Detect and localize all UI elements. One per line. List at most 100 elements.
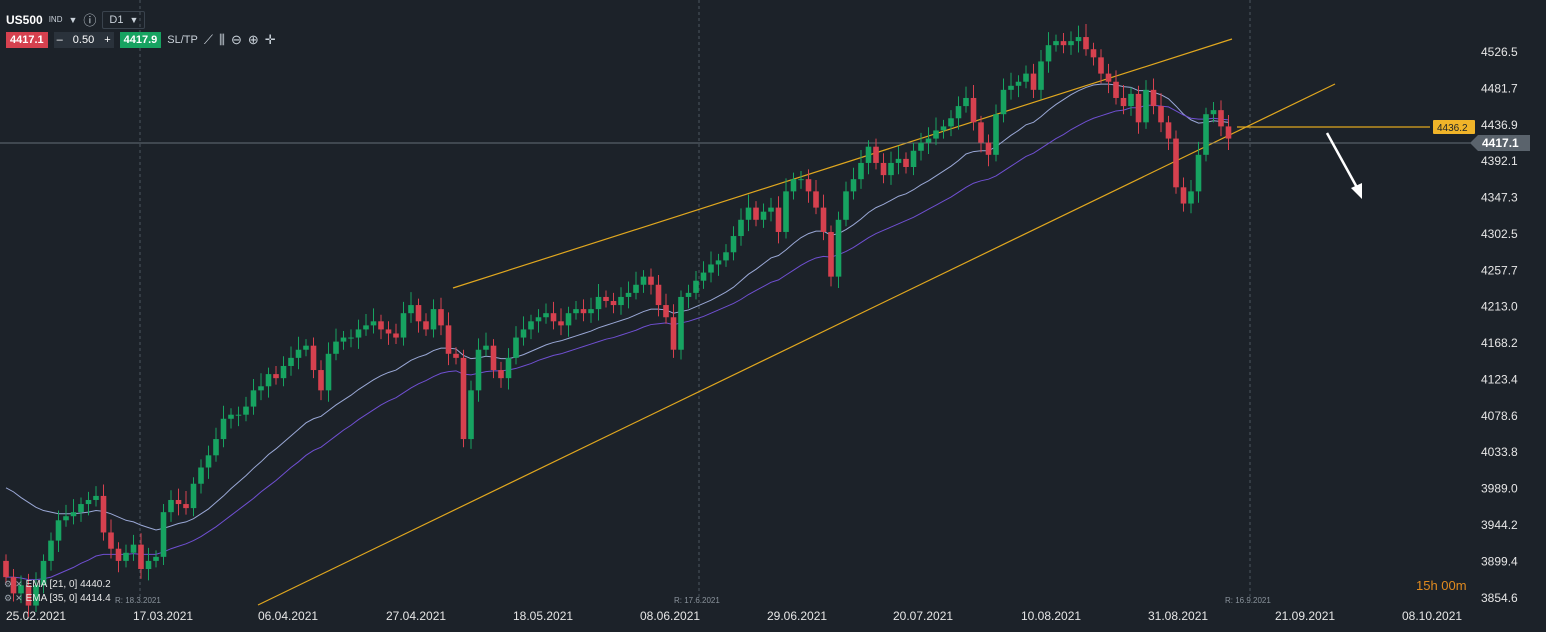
volume-increase-button[interactable]: + xyxy=(104,34,111,46)
candle-body xyxy=(408,305,414,314)
lower-trendline xyxy=(257,83,1336,606)
upper-trendline xyxy=(452,38,1233,289)
y-tick-label: 4168.2 xyxy=(1481,336,1518,350)
candle-body xyxy=(1105,73,1112,82)
current-price-tag-label: 4417.1 xyxy=(1482,136,1519,150)
indicator-legend-ema35[interactable]: ⚙ ✕ EMA [35, 0] 4414.4 xyxy=(4,593,111,604)
sltp-button[interactable]: SL/TP xyxy=(167,34,198,46)
info-icon[interactable]: ⓘ xyxy=(83,13,97,28)
candle-body xyxy=(760,211,767,220)
candle-body xyxy=(505,357,512,379)
candle-body xyxy=(160,512,167,557)
candle-body xyxy=(790,179,797,192)
candle-body xyxy=(1195,154,1202,192)
candle-body xyxy=(475,349,482,391)
candle-body xyxy=(670,317,677,350)
candle-body xyxy=(423,321,429,330)
candle-body xyxy=(438,309,444,326)
ema-21-line xyxy=(5,83,1229,531)
volume-stepper[interactable]: – 0.50 + xyxy=(53,32,114,48)
sell-price-button[interactable]: 4417.1 xyxy=(6,32,48,48)
trade-toolbar: 4417.1 – 0.50 + 4417.9 SL/TP ⟋ ⫼ ⊖ ⊕ ✛ xyxy=(6,32,276,48)
candle-body xyxy=(310,345,317,371)
candle-body xyxy=(843,191,849,220)
candle-body xyxy=(108,532,114,549)
candle-body xyxy=(378,321,384,330)
candle-body xyxy=(595,296,602,310)
candle-body xyxy=(168,499,174,513)
candle-body xyxy=(933,130,939,139)
candle-body xyxy=(955,106,962,119)
candle-body xyxy=(1083,37,1089,50)
level-price-tag-label: 4436.2 xyxy=(1437,123,1468,134)
crosshair-icon[interactable]: ✛ xyxy=(264,32,276,47)
candle-body xyxy=(1038,61,1044,90)
candle-body xyxy=(63,516,69,521)
candle-body xyxy=(198,467,204,484)
candle-body xyxy=(895,158,902,163)
candle-body xyxy=(715,260,722,265)
zoom-out-icon[interactable]: ⊖ xyxy=(230,32,242,47)
candle-body xyxy=(385,329,392,334)
volume-value[interactable]: 0.50 xyxy=(72,34,95,46)
candle-body xyxy=(940,126,947,131)
candle-body xyxy=(220,418,227,440)
y-tick-label: 4213.0 xyxy=(1481,300,1518,314)
candle-body xyxy=(925,138,932,143)
candle-body xyxy=(888,162,894,176)
candle-body xyxy=(1173,138,1179,188)
x-tick-label: 31.08.2021 xyxy=(1148,609,1208,623)
candle-body xyxy=(100,495,107,533)
candle-body xyxy=(145,560,152,570)
x-tick-label: 21.09.2021 xyxy=(1275,609,1335,623)
settings-icon[interactable]: ⚙ xyxy=(4,579,13,589)
candle-body xyxy=(970,97,977,123)
candle-body xyxy=(10,577,17,594)
candle-body xyxy=(633,284,639,293)
close-icon[interactable]: ✕ xyxy=(15,579,23,589)
indicator-legend-ema21[interactable]: ⚙ ✕ EMA [21, 0] 4440.2 xyxy=(4,579,111,590)
ema-35-line xyxy=(6,104,1229,581)
candle-body xyxy=(1203,114,1209,155)
candle-body xyxy=(880,162,887,176)
volume-decrease-button[interactable]: – xyxy=(56,34,63,46)
candle-body xyxy=(828,231,834,277)
candle-body xyxy=(1090,49,1097,58)
close-icon[interactable]: ✕ xyxy=(15,593,23,603)
timeframe-select[interactable]: D1 ▼ xyxy=(102,10,146,29)
symbol-dropdown-icon[interactable]: ▼ xyxy=(68,14,78,25)
x-tick-label: 08.10.2021 xyxy=(1402,609,1462,623)
candle-body xyxy=(513,337,519,358)
candle-body xyxy=(1113,81,1119,98)
candle-body xyxy=(1143,89,1149,123)
candle-body xyxy=(873,146,879,163)
candle-body xyxy=(1000,89,1007,115)
x-tick-label: 06.04.2021 xyxy=(258,609,318,623)
candle-body xyxy=(453,353,459,358)
candle-body xyxy=(663,305,669,318)
candle-body xyxy=(175,499,182,505)
session-marker-label: R: 16.9.2021 xyxy=(1225,596,1271,605)
candle-body xyxy=(1023,73,1029,82)
symbol-label[interactable]: US500 xyxy=(6,12,43,27)
candle-body xyxy=(618,296,624,306)
indicators-icon[interactable]: ⫼ xyxy=(218,32,225,47)
zoom-in-icon[interactable]: ⊕ xyxy=(247,32,259,47)
settings-icon[interactable]: ⚙ xyxy=(4,593,13,603)
candle-body xyxy=(235,414,242,416)
chevron-down-icon: ▼ xyxy=(129,14,139,25)
candle-body xyxy=(115,548,122,561)
candle-body xyxy=(1188,191,1194,204)
indicator-label: EMA [21, 0] 4440.2 xyxy=(25,579,111,590)
candle-body xyxy=(445,325,452,354)
candle-body xyxy=(775,207,782,232)
y-tick-label: 4436.9 xyxy=(1481,118,1518,132)
candle-body xyxy=(768,207,774,212)
buy-price-button[interactable]: 4417.9 xyxy=(119,32,162,48)
chart-type-icon[interactable]: ⟋ xyxy=(203,32,213,47)
level-price-tag xyxy=(1433,120,1475,134)
y-tick-label: 4347.3 xyxy=(1481,191,1518,205)
candle-body xyxy=(558,321,564,326)
candle-body xyxy=(70,512,77,517)
